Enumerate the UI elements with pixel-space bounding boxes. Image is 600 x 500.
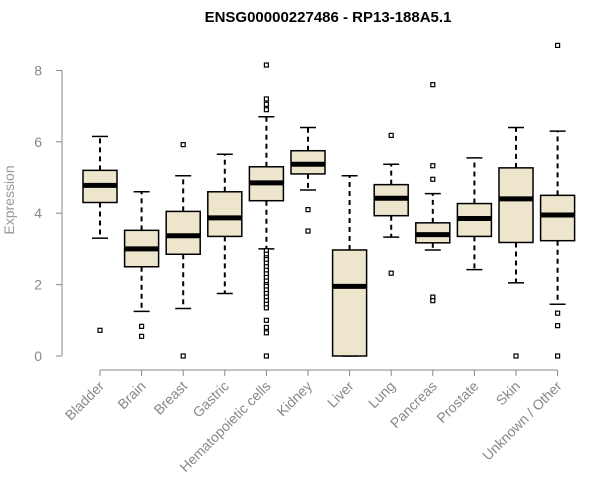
box-prostate	[456, 157, 493, 271]
outlier-point	[139, 333, 145, 339]
y-tick-label: 0	[34, 348, 42, 364]
outlier-point	[263, 101, 269, 107]
outlier-point	[139, 323, 145, 329]
x-tick-label: Kidney	[274, 378, 316, 420]
y-tick-label: 4	[34, 205, 42, 221]
outlier-point	[263, 317, 269, 323]
x-tick-label: Skin	[493, 378, 524, 409]
outlier-point	[263, 353, 269, 359]
outlier-point	[263, 62, 269, 68]
box-hematopoietic-cells	[248, 62, 285, 359]
outlier-point	[430, 82, 436, 88]
x-tick-label: Unknown / Other	[479, 378, 565, 464]
box-bladder	[82, 135, 118, 333]
x-tick-label: Lung	[365, 378, 398, 411]
y-tick-label: 6	[34, 134, 42, 150]
y-axis: 0 2 4 6 8	[34, 62, 63, 364]
box-liver	[331, 174, 368, 357]
outlier-point	[554, 310, 561, 316]
outlier-point	[554, 353, 561, 359]
outlier-point	[180, 353, 186, 359]
iqr-box	[498, 167, 534, 244]
iqr-box	[331, 249, 368, 357]
outlier-point	[430, 163, 436, 169]
outlier-point	[180, 142, 186, 148]
outlier-point	[263, 107, 269, 113]
x-tick-label: Liver	[324, 378, 357, 411]
box-pancreas	[415, 82, 451, 304]
x-tick-label: Bladder	[62, 378, 108, 424]
iqr-box	[539, 194, 576, 242]
outlier-point	[263, 330, 269, 336]
box-unknown-other	[539, 42, 576, 359]
x-tick-label: Breast	[150, 378, 190, 418]
boxes-layer	[82, 42, 576, 359]
box-gastric	[207, 153, 243, 295]
box-lung	[373, 132, 409, 276]
outlier-point	[430, 298, 436, 304]
outlier-point	[263, 305, 269, 311]
outlier-point	[554, 323, 561, 329]
outlier-point	[513, 353, 519, 359]
outlier-point	[305, 228, 311, 234]
outlier-point	[263, 96, 269, 102]
box-breast	[165, 142, 201, 359]
box-kidney	[290, 126, 326, 234]
iqr-box	[165, 210, 201, 256]
x-tick-label: Prostate	[433, 378, 481, 426]
box-skin	[498, 126, 534, 359]
outlier-point	[97, 327, 103, 333]
chart-title: ENSG00000227486 - RP13-188A5.1	[205, 9, 452, 26]
y-tick-label: 2	[34, 277, 42, 293]
outlier-point	[388, 132, 394, 138]
outlier-point	[430, 176, 436, 182]
outlier-point	[554, 42, 561, 49]
outlier-point	[263, 324, 269, 331]
x-tick-label: Brain	[114, 378, 148, 412]
iqr-box	[207, 191, 243, 238]
y-tick-label: 8	[34, 62, 42, 78]
outlier-point	[305, 207, 311, 213]
outlier-point	[388, 270, 394, 276]
box-brain	[123, 191, 160, 339]
y-axis-label: Expression	[1, 165, 17, 234]
